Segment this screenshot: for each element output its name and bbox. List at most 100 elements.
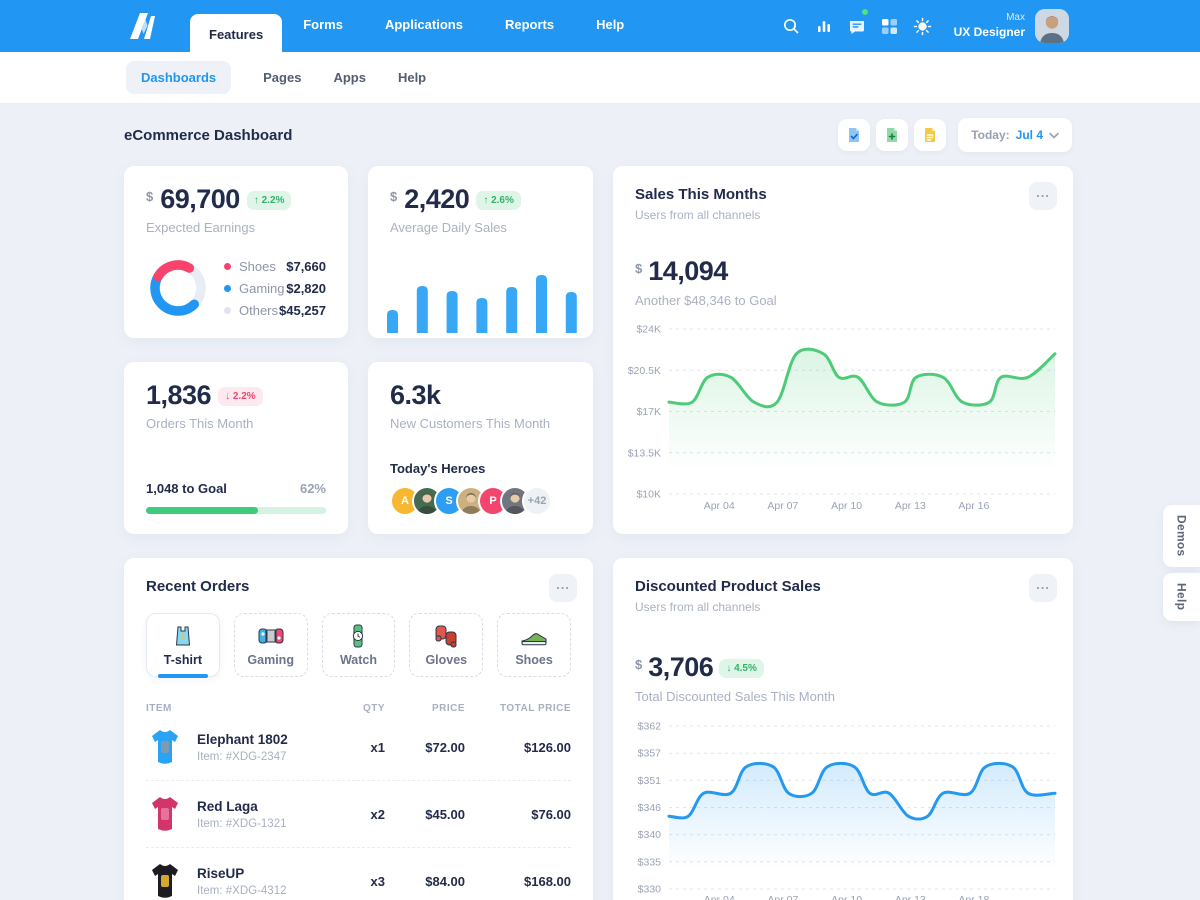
- orders-value: 1,836: [146, 380, 212, 410]
- user-avatar[interactable]: [1035, 9, 1069, 43]
- svg-text:Apr 16: Apr 16: [958, 500, 989, 512]
- sales-goal-text: Another $48,346 to Goal: [635, 293, 777, 308]
- menu-item-reports[interactable]: Reports: [504, 16, 555, 32]
- sales-card-title: Sales This Months: [635, 186, 767, 203]
- discounted-title: Discounted Product Sales: [635, 578, 821, 595]
- date-filter-dropdown[interactable]: Today: Jul 4: [958, 118, 1072, 152]
- navbar-actions: Max UX Designer: [773, 9, 1069, 43]
- notes-button[interactable]: [914, 119, 947, 151]
- total-cell: $168.00: [524, 873, 571, 889]
- subnav-item-dashboards[interactable]: Dashboards: [126, 61, 232, 94]
- stats-icon[interactable]: [809, 11, 839, 41]
- chevron-down-icon: [1049, 132, 1059, 138]
- svg-text:$20.5K: $20.5K: [628, 365, 661, 377]
- category-tab-gaming[interactable]: Gaming: [233, 613, 308, 677]
- category-tab-label: Gaming: [247, 652, 294, 667]
- svg-text:Apr 04: Apr 04: [704, 500, 735, 512]
- svg-text:$17K: $17K: [636, 406, 661, 418]
- category-tab-watch[interactable]: Watch: [321, 613, 396, 677]
- date-filter-label: Today:: [971, 128, 1010, 142]
- sales-value: 14,094: [648, 256, 728, 286]
- legend-name: Others: [239, 302, 279, 318]
- sales-card-menu-button[interactable]: ...: [1029, 182, 1057, 210]
- messages-icon[interactable]: [842, 9, 872, 41]
- orders-table-header: ITEM QTY PRICE TOTAL PRICE: [146, 703, 571, 714]
- orders-table-body: Elephant 1802 Item: #XDG-2347 x1 $72.00 $126…: [146, 714, 571, 900]
- sales-line-chart: $24K $20.5K $17K $13.5K $10K Apr 04 Apr 07 Apr …: [628, 324, 1057, 512]
- product-name: Elephant 1802: [197, 731, 288, 747]
- daily-sales-bar-chart: [387, 275, 577, 333]
- order-row[interactable]: RiseUP Item: #XDG-4312 x3 $84.00 $168.00: [146, 848, 571, 900]
- report-check-button[interactable]: [838, 119, 871, 151]
- card-recent-orders: Recent Orders ... T-shirt Gaming: [124, 558, 593, 900]
- subnav-item-apps[interactable]: Apps: [333, 70, 366, 85]
- doc-lines-icon: [925, 128, 936, 142]
- theme-sun-icon[interactable]: [908, 11, 938, 41]
- user-name: Max: [1006, 12, 1025, 24]
- svg-text:Apr 13: Apr 13: [895, 894, 926, 900]
- price-cell: $84.00: [425, 873, 465, 889]
- card-expected-earnings: $ 69,700 ↑ 2.2% Expected Earnings Shoes …: [124, 166, 348, 338]
- watch-icon: [353, 624, 364, 647]
- product-cell: Elephant 1802 Item: #XDG-2347: [146, 727, 329, 767]
- recent-orders-title: Recent Orders: [146, 578, 250, 595]
- legend-name: Shoes: [239, 258, 276, 274]
- qty-cell: x3: [370, 873, 385, 889]
- avatar-more-count: +42: [522, 486, 552, 516]
- add-report-button[interactable]: [876, 119, 909, 151]
- discounted-menu-button[interactable]: ...: [1029, 574, 1057, 602]
- category-tab-tshirt[interactable]: T-shirt: [146, 613, 220, 678]
- user-info[interactable]: Max UX Designer: [954, 12, 1025, 40]
- svg-text:$357: $357: [638, 748, 662, 760]
- earnings-value: 69,700: [160, 184, 240, 214]
- product-thumbnail: [152, 797, 178, 831]
- svg-text:$24K: $24K: [636, 324, 661, 336]
- svg-text:$362: $362: [638, 721, 662, 733]
- subnav-item-pages[interactable]: Pages: [263, 70, 302, 85]
- svg-text:$346: $346: [638, 802, 662, 814]
- card-new-customers: 6.3k New Customers This Month Today's He…: [368, 362, 593, 534]
- user-role: UX Designer: [953, 24, 1025, 39]
- svg-text:$13.5K: $13.5K: [628, 447, 661, 459]
- heroes-avatar-stack: A S P +42: [390, 486, 552, 516]
- category-tab-gloves[interactable]: Gloves: [409, 613, 484, 677]
- product-item-code: Item: #XDG-4312: [197, 884, 287, 897]
- svg-text:Apr 07: Apr 07: [767, 894, 798, 900]
- order-row[interactable]: Red Laga Item: #XDG-1321 x2 $45.00 $76.00: [146, 781, 571, 848]
- svg-text:$330: $330: [638, 884, 662, 896]
- menu-item-features[interactable]: Features: [190, 14, 283, 54]
- legend-dot: [224, 262, 231, 270]
- gloves-icon: [435, 625, 457, 647]
- discounted-line-chart: $362 $357 $351 $346 $340 $335 $330 Apr 04 Apr 07…: [638, 721, 1057, 900]
- menu-item-applications[interactable]: Applications: [384, 16, 463, 32]
- date-filter-value: Jul 4: [1015, 128, 1043, 142]
- app-logo[interactable]: [128, 13, 164, 39]
- side-tab-demos[interactable]: Demos: [1163, 505, 1200, 567]
- search-icon[interactable]: [776, 11, 806, 41]
- recent-orders-menu-button[interactable]: ...: [549, 574, 577, 602]
- svg-text:Apr 13: Apr 13: [895, 500, 926, 512]
- apps-grid-icon[interactable]: [875, 11, 905, 41]
- page-header: eCommerce Dashboard Today:: [124, 104, 1072, 166]
- side-tab-help[interactable]: Help: [1163, 573, 1200, 621]
- legend-dot: [224, 284, 231, 292]
- menu-item-forms[interactable]: Forms: [303, 16, 343, 32]
- price-cell: $72.00: [425, 739, 465, 755]
- menu-item-help[interactable]: Help: [596, 16, 625, 32]
- sales-currency: $: [635, 261, 643, 276]
- svg-text:Apr 18: Apr 18: [958, 894, 989, 900]
- order-row[interactable]: Elephant 1802 Item: #XDG-2347 x1 $72.00 $126…: [146, 714, 571, 781]
- category-tab-shoes[interactable]: Shoes: [497, 613, 571, 677]
- price-cell: $45.00: [425, 806, 465, 822]
- legend-row-shoes: Shoes $7,660: [224, 259, 326, 274]
- orders-goal-text: 1,048 to Goal: [146, 481, 227, 496]
- shoes-icon: [521, 632, 547, 645]
- subnav-item-help[interactable]: Help: [397, 70, 427, 85]
- side-tab-demos-label: Demos: [1174, 515, 1189, 557]
- orders-percent: 62%: [299, 481, 326, 496]
- daily-sales-currency: $: [390, 189, 398, 204]
- svg-text:$10K: $10K: [636, 489, 661, 501]
- dashboard-grid: $ 69,700 ↑ 2.2% Expected Earnings Shoes …: [124, 166, 1073, 900]
- product-name: RiseUP: [197, 865, 245, 881]
- legend-row-gaming: Gaming $2,820: [224, 281, 326, 296]
